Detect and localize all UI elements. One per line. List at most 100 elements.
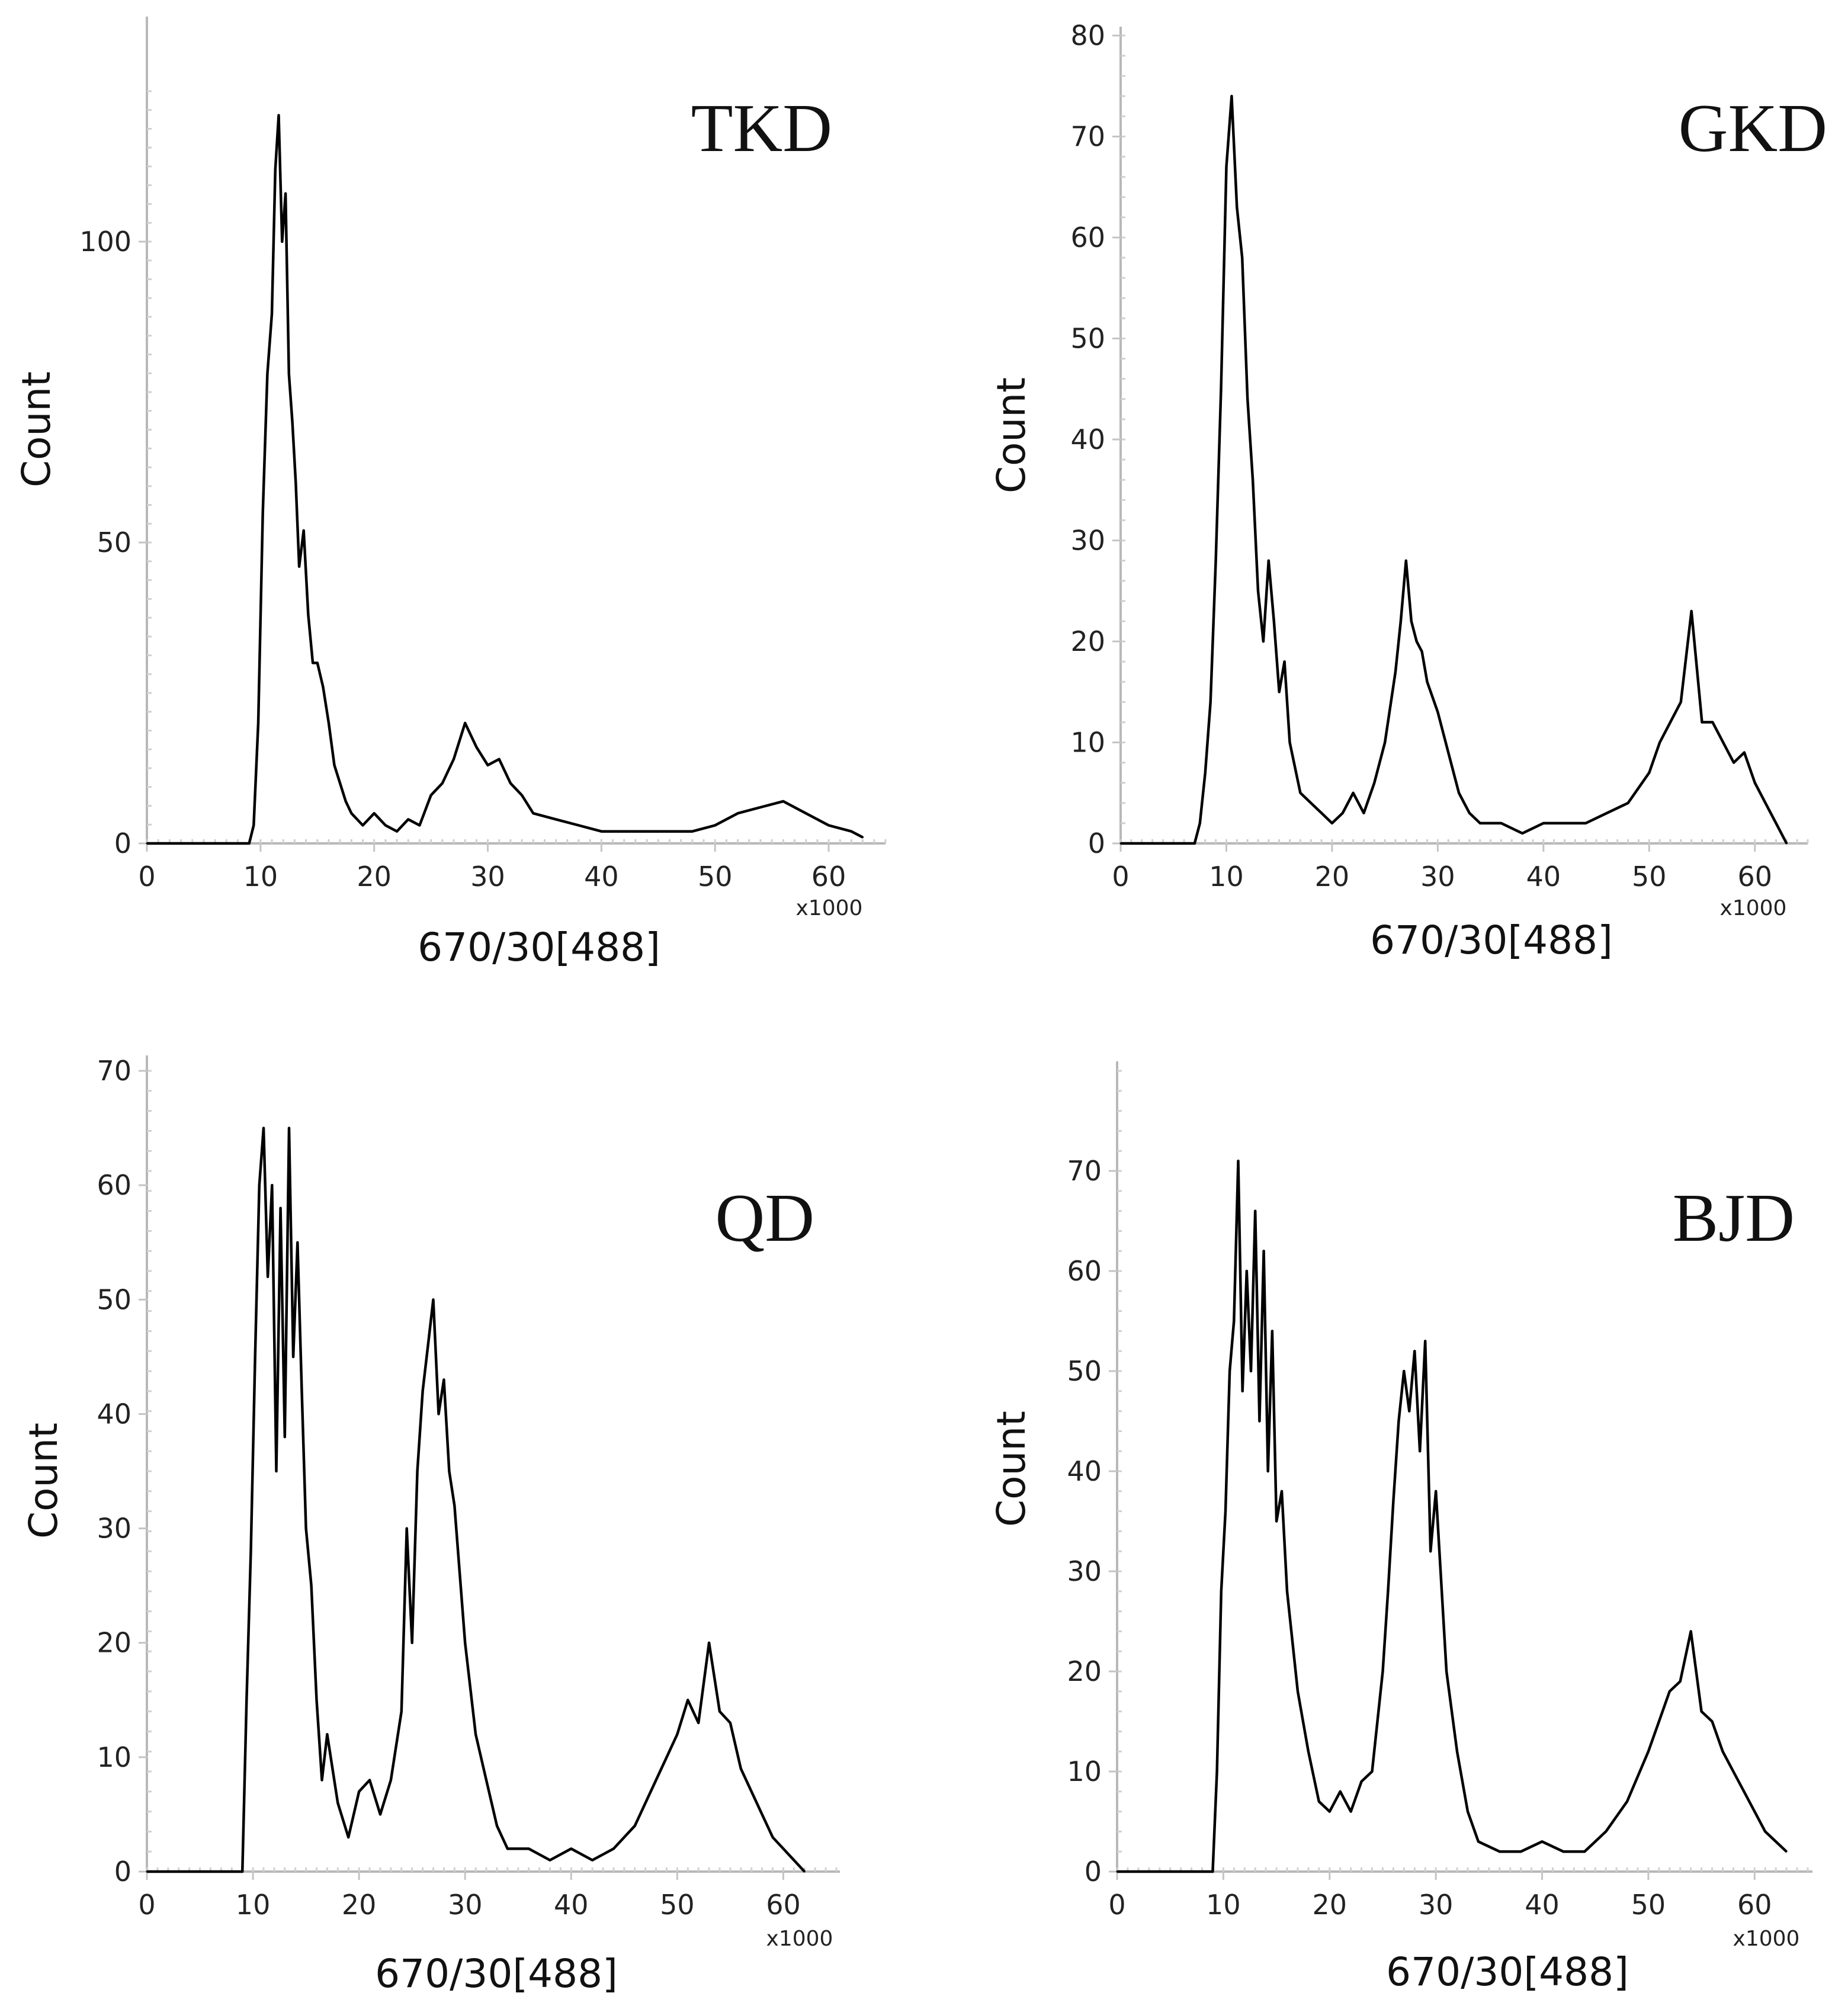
- data-point: [782, 800, 784, 803]
- data-point: [1669, 721, 1671, 723]
- data-point: [347, 1836, 349, 1838]
- data-point: [1754, 782, 1756, 784]
- data-point: [1352, 792, 1355, 794]
- data-point: [612, 1847, 615, 1850]
- data-point: [1394, 670, 1397, 673]
- data-point: [326, 1733, 328, 1735]
- x-multiplier-label: x1000: [766, 1927, 833, 1951]
- data-point: [1479, 822, 1481, 824]
- panel-label: QD: [715, 1180, 814, 1256]
- x-tick-label: 40: [1526, 861, 1561, 893]
- data-point: [549, 1859, 551, 1862]
- data-point: [729, 1722, 732, 1724]
- data-point: [430, 794, 432, 797]
- data-point: [422, 1390, 424, 1392]
- data-point: [1647, 1750, 1650, 1753]
- data-point: [1363, 812, 1365, 814]
- data-point: [1679, 1680, 1682, 1683]
- x-multiplier-label: x1000: [1733, 1927, 1800, 1951]
- data-point: [432, 1298, 434, 1301]
- data-point: [1468, 812, 1471, 814]
- data-point: [411, 1642, 413, 1644]
- data-point: [1405, 560, 1407, 562]
- x-tick-label: 20: [1315, 861, 1350, 893]
- data-point: [288, 1127, 290, 1129]
- data-point: [761, 1813, 763, 1815]
- data-point: [1307, 1750, 1310, 1753]
- data-point: [298, 566, 300, 568]
- data-point: [782, 1847, 784, 1850]
- data-point: [1564, 822, 1565, 824]
- data-point: [714, 824, 716, 826]
- data-point: [274, 168, 277, 171]
- panel-label: GKD: [1679, 91, 1827, 166]
- y-tick-label: 70: [1070, 121, 1105, 153]
- data-point: [1627, 802, 1629, 804]
- data-point: [336, 1802, 339, 1804]
- data-point: [655, 1779, 657, 1781]
- data-point: [1605, 1830, 1607, 1833]
- x-axis-title: 670/30[488]: [1370, 917, 1613, 963]
- x-tick-label: 50: [698, 861, 733, 893]
- x-tick-label: 50: [660, 1889, 695, 1921]
- data-point: [1701, 1710, 1703, 1713]
- data-point: [303, 529, 305, 532]
- x-tick-label: 30: [1420, 861, 1455, 893]
- data-point: [254, 1356, 256, 1358]
- data-point: [506, 1847, 509, 1850]
- y-tick-label: 0: [114, 1856, 131, 1888]
- data-point: [307, 614, 309, 616]
- series-line: [147, 114, 864, 845]
- data-point: [708, 1642, 710, 1644]
- data-point: [1775, 822, 1777, 824]
- data-point: [1658, 742, 1661, 743]
- data-point: [578, 824, 580, 826]
- data-point: [1204, 772, 1207, 774]
- data-point: [485, 1779, 487, 1781]
- data-point: [262, 511, 264, 514]
- data-point: [1275, 1520, 1278, 1522]
- data-point: [1785, 842, 1788, 845]
- data-point: [1743, 1790, 1745, 1793]
- y-tick-label: 20: [1070, 625, 1105, 657]
- data-point: [646, 830, 648, 833]
- data-point: [1447, 752, 1449, 753]
- data-point: [1194, 842, 1196, 845]
- y-tick-label: 10: [1070, 727, 1105, 759]
- data-point: [1257, 590, 1259, 592]
- x-tick-label: 10: [243, 861, 278, 893]
- data-point: [1273, 620, 1275, 622]
- data-point: [301, 1390, 303, 1392]
- data-point: [267, 1276, 269, 1278]
- data-point: [1254, 1210, 1256, 1212]
- data-point: [292, 1356, 294, 1358]
- data-point: [1246, 398, 1249, 400]
- data-point: [1456, 1750, 1458, 1753]
- y-tick-label: 40: [1070, 423, 1105, 455]
- data-point: [1722, 1750, 1724, 1753]
- data-point: [1445, 1670, 1448, 1673]
- data-point: [1199, 822, 1201, 824]
- data-point: [1384, 742, 1386, 743]
- data-point: [362, 824, 364, 826]
- data-point: [442, 1379, 445, 1381]
- x-axis-title: 670/30[488]: [375, 1951, 618, 1997]
- data-point: [310, 1584, 313, 1587]
- data-point: [288, 373, 290, 375]
- data-point: [474, 1733, 477, 1735]
- data-point: [406, 1527, 408, 1530]
- y-axis-title: Count: [14, 371, 59, 487]
- data-point: [271, 313, 273, 315]
- series-line: [1121, 95, 1788, 845]
- y-tick-label: 30: [97, 1513, 131, 1545]
- data-point: [498, 758, 500, 760]
- x-tick-label: 0: [138, 1889, 155, 1921]
- data-point: [1764, 1830, 1766, 1833]
- data-point: [496, 1825, 498, 1827]
- data-point: [1711, 1721, 1714, 1722]
- data-point: [1230, 95, 1233, 97]
- data-point: [1252, 479, 1254, 481]
- x-tick-label: 0: [138, 861, 155, 893]
- data-point: [339, 782, 341, 784]
- data-point: [396, 830, 398, 833]
